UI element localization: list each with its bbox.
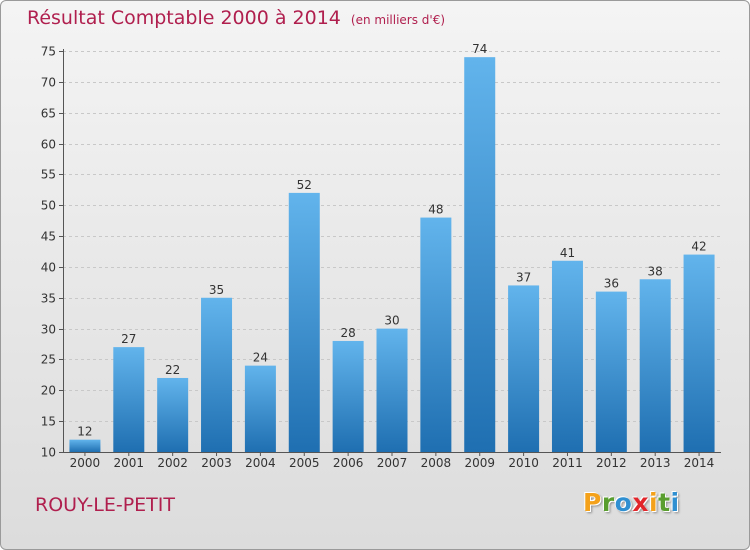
x-tick-label: 2007 — [377, 456, 408, 470]
y-tick-label: 10 — [41, 446, 56, 460]
logo-letter: i — [670, 488, 680, 517]
bar — [639, 279, 671, 452]
bar-value-label: 35 — [209, 283, 224, 297]
y-tick-label: 65 — [41, 107, 56, 121]
logo-letter: t — [658, 488, 671, 517]
proxiti-logo: Proxiti — [583, 488, 680, 517]
bar — [508, 285, 540, 452]
commune-name: ROUY-LE-PETIT — [35, 494, 175, 516]
bar-value-label: 30 — [384, 314, 399, 328]
y-tick-label: 45 — [41, 230, 56, 244]
bar — [288, 192, 320, 452]
bar — [157, 377, 189, 452]
bar — [376, 328, 408, 452]
y-tick-label: 75 — [41, 45, 56, 59]
bar — [683, 254, 715, 452]
x-tick-label: 2000 — [70, 456, 101, 470]
bar — [332, 340, 364, 452]
logo-letter: P — [583, 488, 602, 517]
bar-value-label: 41 — [560, 246, 575, 260]
y-tick-label: 25 — [41, 353, 56, 367]
x-tick-label: 2004 — [245, 456, 276, 470]
logo-letter: x — [632, 488, 649, 517]
bar-value-label: 28 — [340, 326, 355, 340]
bar-value-label: 48 — [428, 203, 443, 217]
bar-value-label: 38 — [648, 264, 663, 278]
x-tick-label: 2006 — [333, 456, 364, 470]
x-tick-label: 2011 — [552, 456, 583, 470]
bar — [595, 291, 627, 452]
y-tick-label: 70 — [41, 76, 56, 90]
bar-value-label: 27 — [121, 332, 136, 346]
logo-letter: i — [649, 488, 659, 517]
x-tick-label: 2014 — [684, 456, 715, 470]
y-tick-label: 35 — [41, 292, 56, 306]
bar — [201, 297, 233, 452]
y-tick-label: 55 — [41, 168, 56, 182]
bar — [244, 365, 276, 452]
bar — [551, 260, 583, 452]
bar-value-label: 24 — [253, 351, 268, 365]
x-tick-label: 2010 — [508, 456, 539, 470]
bar-value-label: 12 — [77, 425, 92, 439]
x-tick-label: 2009 — [464, 456, 495, 470]
bar-value-label: 42 — [691, 240, 706, 254]
x-tick-label: 2005 — [289, 456, 320, 470]
bar — [113, 347, 145, 452]
logo-letter: o — [614, 488, 633, 517]
chart-title-text: Résultat Comptable 2000 à 2014 — [27, 7, 341, 29]
x-tick-label: 2008 — [421, 456, 452, 470]
logo-letter: r — [601, 488, 615, 517]
x-tick-label: 2001 — [114, 456, 145, 470]
bar-value-label: 22 — [165, 363, 180, 377]
bar-value-label: 36 — [604, 277, 619, 291]
bar — [69, 439, 101, 452]
y-tick-label: 15 — [41, 415, 56, 429]
y-tick-label: 30 — [41, 323, 56, 337]
bar — [420, 217, 452, 452]
x-tick-label: 2013 — [640, 456, 671, 470]
bar-value-label: 52 — [297, 178, 312, 192]
bar — [464, 57, 496, 453]
bar-value-label: 37 — [516, 270, 531, 284]
chart-unit: (en milliers d'€) — [350, 13, 446, 27]
chart-title: Résultat Comptable 2000 à 2014 (en millie… — [27, 7, 445, 29]
y-tick-label: 20 — [41, 384, 56, 398]
x-tick-label: 2003 — [201, 456, 232, 470]
y-tick-label: 50 — [41, 199, 56, 213]
y-tick-label: 60 — [41, 138, 56, 152]
y-tick-label: 40 — [41, 261, 56, 275]
x-tick-label: 2012 — [596, 456, 627, 470]
x-tick-label: 2002 — [157, 456, 188, 470]
bar-value-label: 74 — [472, 42, 487, 56]
